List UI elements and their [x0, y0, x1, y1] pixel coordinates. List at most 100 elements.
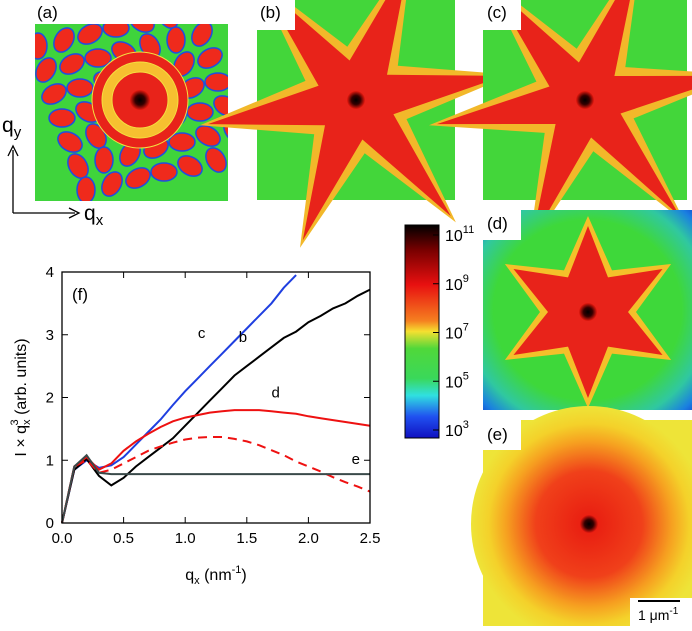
lobe	[84, 48, 112, 68]
lobe	[94, 146, 114, 174]
x-tick-label: 2.5	[360, 530, 381, 547]
x-tick-label: 1.5	[236, 530, 257, 547]
arrowhead	[68, 207, 81, 219]
x-tick-label: 0.5	[113, 530, 134, 547]
x-tick-label: 0.0	[52, 530, 73, 547]
colorbar-tick-label: 109	[445, 273, 469, 294]
panel-label: (f)	[72, 285, 88, 304]
panel-label: (c)	[487, 3, 507, 22]
lobe	[195, 125, 221, 147]
sub: y	[14, 124, 22, 141]
panel-a-image	[35, 0, 228, 201]
glow	[471, 406, 692, 631]
panel-b-image	[200, 0, 512, 248]
lobe	[57, 131, 83, 153]
x-axis-label: qx (nm-1)	[185, 564, 247, 587]
lobe	[213, 95, 228, 117]
star	[436, 0, 692, 241]
sup: 11	[463, 224, 474, 236]
series-label: b	[239, 329, 247, 346]
lobe	[150, 162, 178, 182]
scale-box	[630, 598, 692, 626]
scale-sup: -1	[669, 606, 678, 617]
sup: 9	[463, 273, 469, 285]
series-label: c	[198, 325, 206, 342]
scale-label: 1 μm-1	[638, 606, 679, 623]
base: 10	[445, 423, 463, 440]
lobe	[102, 24, 130, 38]
panel-d-image	[483, 210, 692, 410]
series-line	[61, 409, 371, 524]
y-tick-label: 2	[46, 390, 54, 407]
colorbar-tick-label: 107	[445, 322, 469, 343]
lobe	[205, 147, 227, 173]
label-box	[483, 0, 521, 30]
plot-frame	[61, 271, 371, 524]
x-tick-label: 2.0	[298, 530, 319, 547]
sup: 7	[463, 322, 469, 334]
lobe	[35, 57, 57, 83]
label-box	[483, 210, 521, 240]
lobe	[48, 108, 76, 128]
qy-label: qy	[2, 114, 22, 141]
core	[347, 91, 365, 109]
lobe	[168, 132, 196, 152]
lobe	[59, 53, 85, 75]
sub: x	[96, 212, 104, 229]
label-box	[257, 0, 295, 30]
colorbar-tick-label: 1011	[445, 224, 474, 245]
lobe	[66, 78, 94, 98]
end: )	[241, 567, 246, 584]
mid: (nm	[200, 567, 232, 584]
colorbar-tick-label: 105	[445, 370, 469, 391]
y-tick-label: 3	[46, 327, 54, 344]
lobe	[77, 24, 103, 45]
lobe	[76, 176, 96, 201]
panel-c-image	[429, 0, 692, 248]
end: (arb. units)	[13, 338, 30, 419]
lobe	[186, 102, 214, 122]
panel-e-image	[471, 406, 692, 631]
lobe	[185, 0, 203, 23]
lobe	[129, 24, 155, 33]
sub: x	[21, 419, 33, 425]
y-tick-label: 4	[46, 264, 54, 281]
lobe	[125, 167, 151, 189]
panel-label: (e)	[487, 425, 508, 444]
arrowhead	[7, 144, 19, 157]
base: 10	[445, 374, 463, 391]
lobe	[177, 155, 203, 177]
panel-label: (d)	[487, 214, 508, 233]
axes-arrows	[7, 144, 81, 219]
sup: 3	[9, 419, 21, 425]
core	[576, 91, 594, 109]
y-axis-label: I × qx3 (arb. units)	[9, 338, 33, 456]
lobe	[35, 32, 48, 60]
y-tick-label: 1	[46, 452, 54, 469]
base: q	[185, 567, 194, 584]
panel-label: (a)	[37, 3, 58, 22]
series-label: d	[271, 384, 279, 401]
core	[580, 515, 598, 533]
core	[130, 90, 150, 110]
sup: 5	[463, 370, 469, 382]
series-line	[61, 274, 297, 524]
q: q	[2, 114, 14, 137]
scale-text: 1 μm	[638, 607, 669, 623]
series-line	[61, 288, 371, 524]
base: I × q	[13, 425, 30, 457]
base: 10	[445, 277, 463, 294]
label-box	[483, 420, 521, 450]
colorbar-tick-label: 103	[445, 419, 469, 440]
colorbar	[404, 224, 440, 439]
star	[207, 0, 505, 241]
core	[579, 303, 597, 321]
lobe	[191, 24, 213, 47]
x-tick-label: 1.0	[175, 530, 196, 547]
qx-label: qx	[84, 202, 104, 229]
sub: x	[194, 575, 200, 587]
lobe	[101, 171, 123, 197]
